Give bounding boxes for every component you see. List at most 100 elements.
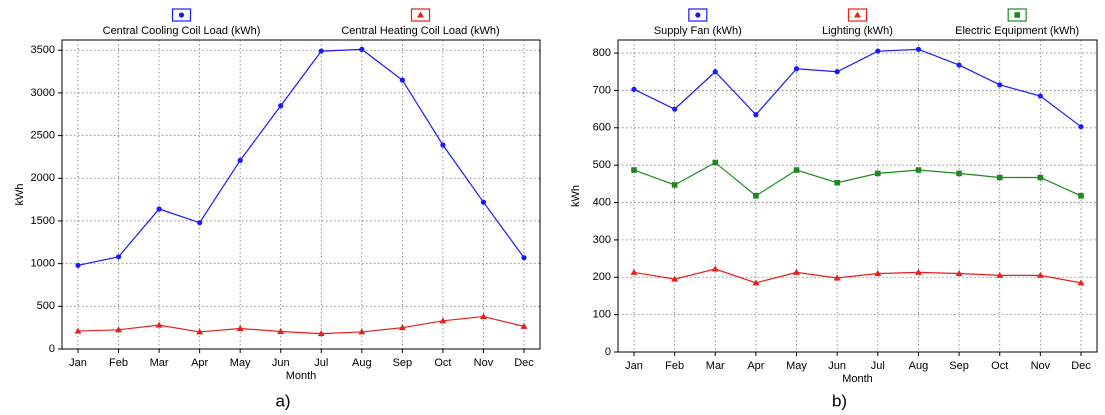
x-tick-label: Mar bbox=[150, 357, 169, 369]
plot-frame bbox=[61, 39, 541, 350]
point bbox=[480, 199, 487, 205]
x-tick-label: Sep bbox=[949, 360, 969, 372]
point bbox=[915, 167, 922, 173]
x-tick-label: Apr bbox=[191, 357, 208, 369]
point bbox=[1036, 271, 1044, 278]
point bbox=[399, 77, 405, 83]
point bbox=[631, 86, 637, 92]
point bbox=[996, 271, 1004, 278]
x-tick-label: Jul bbox=[314, 357, 328, 369]
point bbox=[115, 254, 122, 260]
point bbox=[359, 46, 365, 52]
point bbox=[358, 328, 366, 335]
x-axis-label: Month bbox=[286, 370, 317, 382]
legend-label: Supply Fan (kWh) bbox=[654, 25, 742, 37]
x-tick-label: Dec bbox=[514, 357, 534, 369]
point bbox=[753, 112, 759, 118]
y-tick-label: 600 bbox=[593, 122, 611, 134]
line bbox=[77, 315, 525, 335]
point bbox=[834, 69, 840, 75]
point bbox=[398, 324, 406, 331]
y-tick-label: 0 bbox=[49, 343, 55, 355]
point bbox=[439, 317, 447, 324]
point bbox=[874, 270, 882, 277]
caption: a) bbox=[275, 391, 290, 410]
y-tick-label: 2000 bbox=[31, 172, 55, 184]
x-tick-label: Oct bbox=[991, 360, 1008, 372]
x-tick-label: Jan bbox=[625, 360, 643, 372]
point bbox=[74, 327, 82, 334]
x-tick-label: Sep bbox=[393, 357, 413, 369]
x-tick-label: Aug bbox=[352, 357, 372, 369]
point bbox=[317, 330, 325, 337]
point bbox=[1037, 93, 1043, 99]
point bbox=[75, 262, 81, 268]
point bbox=[1077, 279, 1085, 286]
point bbox=[833, 274, 841, 281]
point bbox=[712, 159, 719, 166]
point bbox=[520, 322, 528, 329]
point bbox=[997, 82, 1003, 88]
point bbox=[630, 268, 638, 275]
point bbox=[711, 265, 719, 272]
point bbox=[237, 157, 243, 163]
y-tick-label: 1500 bbox=[31, 215, 55, 227]
point bbox=[793, 167, 800, 173]
point bbox=[712, 69, 718, 75]
point bbox=[793, 66, 800, 72]
y-axis-label: kWh bbox=[570, 185, 582, 207]
point bbox=[914, 268, 922, 275]
point bbox=[875, 170, 881, 177]
x-tick-label: Nov bbox=[474, 357, 494, 369]
point bbox=[318, 48, 324, 54]
point bbox=[752, 279, 760, 286]
point bbox=[278, 103, 284, 109]
point bbox=[1014, 12, 1020, 18]
x-tick-label: Feb bbox=[109, 357, 128, 369]
point bbox=[156, 206, 162, 212]
point bbox=[793, 268, 801, 275]
point bbox=[236, 325, 244, 332]
x-tick-label: Feb bbox=[665, 360, 684, 372]
line bbox=[633, 268, 1082, 284]
y-tick-label: 400 bbox=[593, 196, 611, 208]
point bbox=[854, 11, 861, 18]
point bbox=[834, 179, 840, 186]
legend-label: Central Heating Coil Load (kWh) bbox=[341, 25, 499, 37]
y-tick-label: 3500 bbox=[31, 44, 55, 56]
legend-label: Electric Equipment (kWh) bbox=[955, 25, 1079, 37]
point bbox=[631, 167, 637, 173]
legend-label: Lighting (kWh) bbox=[822, 25, 893, 37]
point bbox=[521, 255, 527, 261]
point bbox=[875, 48, 881, 54]
x-tick-label: Jun bbox=[272, 357, 290, 369]
x-tick-label: Dec bbox=[1071, 360, 1091, 372]
legend-label: Central Cooling Coil Load (kWh) bbox=[103, 25, 261, 37]
x-tick-label: Jul bbox=[871, 360, 885, 372]
point bbox=[671, 275, 679, 282]
y-tick-label: 500 bbox=[37, 300, 55, 312]
point bbox=[277, 328, 285, 335]
x-tick-label: May bbox=[230, 357, 251, 369]
point bbox=[695, 12, 701, 18]
line bbox=[633, 161, 1082, 197]
x-tick-label: Jun bbox=[828, 360, 846, 372]
point bbox=[197, 220, 203, 226]
x-tick-label: Aug bbox=[909, 360, 929, 372]
point bbox=[1078, 124, 1084, 130]
point bbox=[155, 321, 163, 328]
point bbox=[753, 193, 759, 199]
point bbox=[915, 46, 922, 52]
x-tick-label: Apr bbox=[747, 360, 764, 372]
x-tick-label: Jan bbox=[69, 357, 87, 369]
point bbox=[440, 142, 446, 148]
x-tick-label: May bbox=[786, 360, 807, 372]
point bbox=[956, 170, 962, 177]
x-tick-label: Mar bbox=[706, 360, 725, 372]
line bbox=[633, 48, 1082, 128]
point bbox=[671, 182, 678, 188]
y-tick-label: 0 bbox=[605, 346, 611, 358]
y-tick-label: 700 bbox=[593, 84, 611, 96]
y-tick-label: 500 bbox=[593, 159, 611, 171]
point bbox=[1078, 193, 1084, 199]
